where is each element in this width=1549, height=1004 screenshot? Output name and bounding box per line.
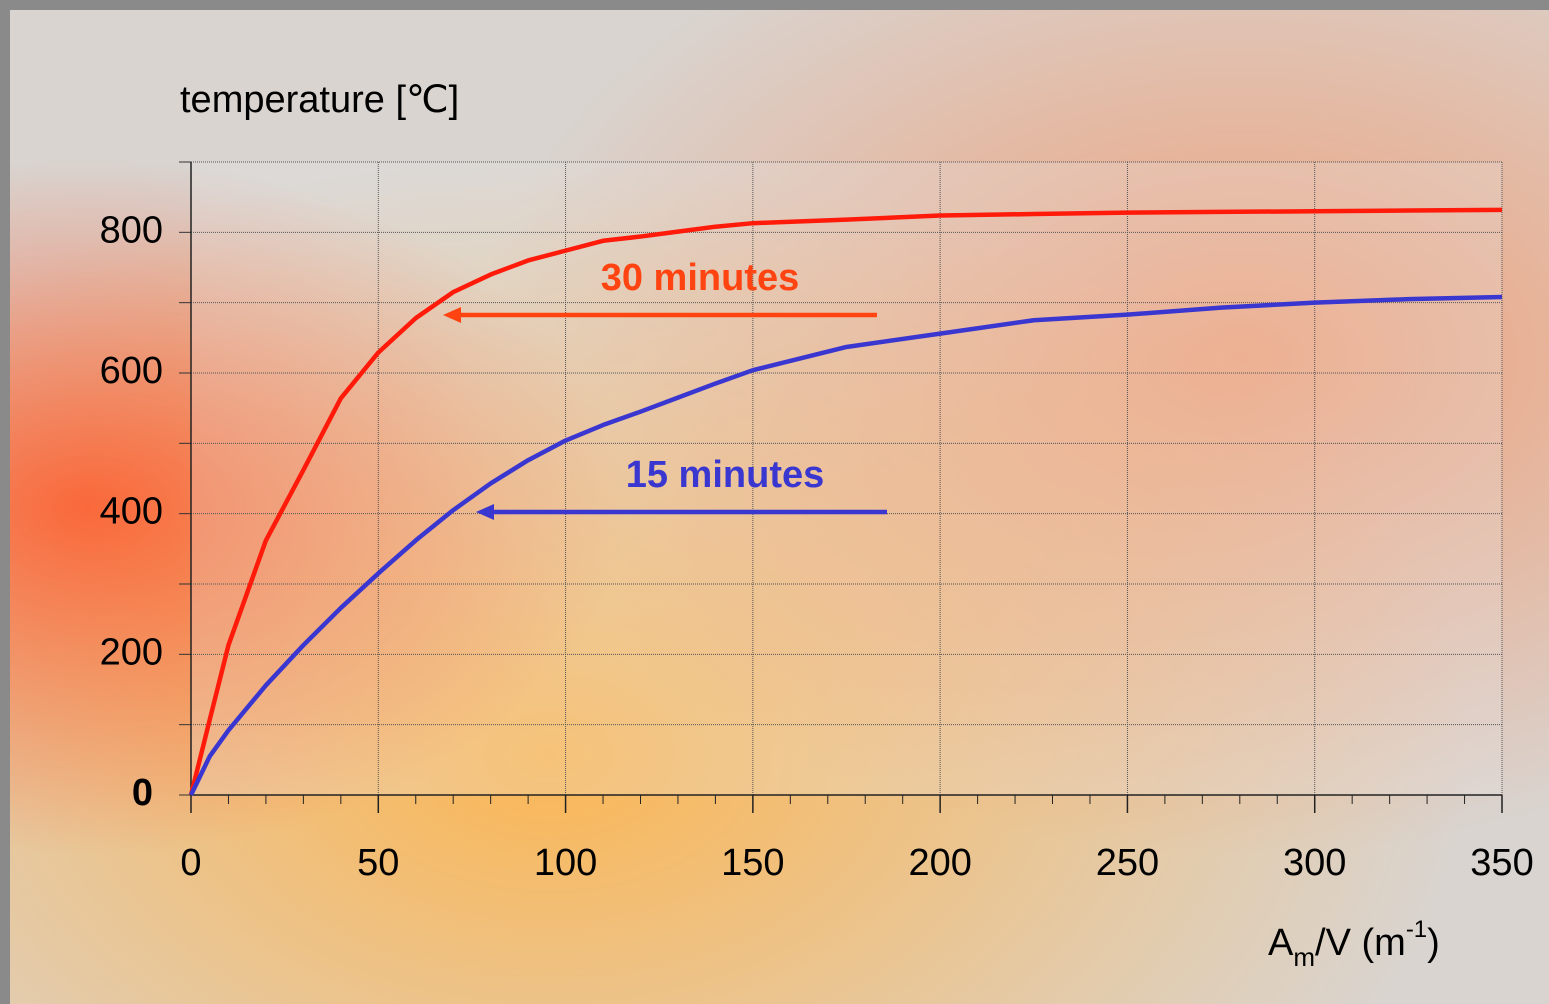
- x-tick-label: 50: [357, 842, 399, 884]
- series-line: [188, 294, 1503, 796]
- series-line: [188, 207, 1503, 796]
- x-axis-label: Am/V (m-1): [1268, 916, 1440, 972]
- series-label: 30 minutes: [601, 257, 800, 299]
- x-tick-label: 200: [908, 842, 971, 884]
- y-tick-label: 400: [100, 491, 163, 533]
- x-tick-label: 250: [1096, 842, 1159, 884]
- arrow-head: [476, 504, 494, 520]
- y-tick-label: 200: [100, 631, 163, 673]
- series-label: 15 minutes: [626, 454, 825, 496]
- flame: [10, 10, 1549, 1004]
- x-tick-label: 100: [534, 842, 597, 884]
- y-tick-label: 0: [132, 772, 153, 814]
- y-tick-label: 600: [100, 350, 163, 392]
- plot-area: [191, 162, 1502, 795]
- x-tick-label: 300: [1283, 842, 1346, 884]
- x-tick-label: 150: [721, 842, 784, 884]
- x-tick-label: 350: [1470, 842, 1533, 884]
- x-tick-label: 0: [180, 842, 201, 884]
- arrow-head: [443, 307, 461, 323]
- y-axis-label: temperature [℃]: [180, 79, 459, 121]
- y-tick-label: 800: [100, 209, 163, 251]
